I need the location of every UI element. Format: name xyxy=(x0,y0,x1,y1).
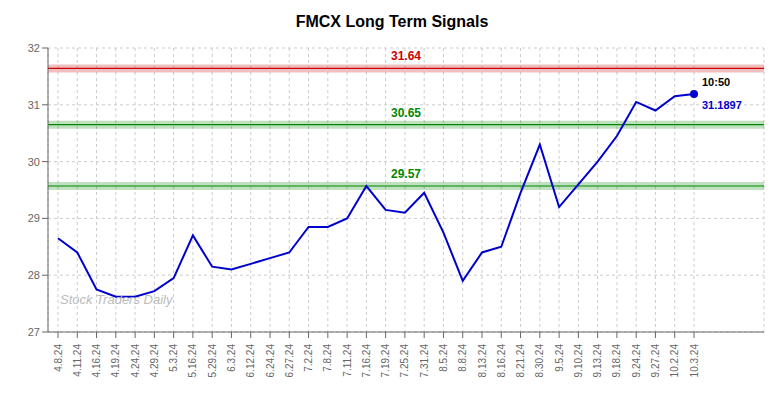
svg-text:6.24.24: 6.24.24 xyxy=(265,344,276,378)
svg-text:9.27.24: 9.27.24 xyxy=(650,344,661,378)
svg-text:4.11.24: 4.11.24 xyxy=(72,344,83,377)
svg-text:8.13.24: 8.13.24 xyxy=(477,344,488,378)
svg-text:5.3.24: 5.3.24 xyxy=(168,344,179,372)
svg-text:6.27.24: 6.27.24 xyxy=(284,344,295,378)
svg-text:7.19.24: 7.19.24 xyxy=(380,344,391,378)
svg-text:31: 31 xyxy=(28,99,40,111)
svg-text:30: 30 xyxy=(28,156,40,168)
svg-text:8.5.24: 8.5.24 xyxy=(438,344,449,372)
svg-text:7.11.24: 7.11.24 xyxy=(342,344,353,377)
svg-text:9.18.24: 9.18.24 xyxy=(611,344,622,378)
svg-text:4.24.24: 4.24.24 xyxy=(130,344,141,378)
svg-text:32: 32 xyxy=(28,42,40,54)
svg-text:30.65: 30.65 xyxy=(391,106,421,120)
html-text:Stock Traders Daily: Stock Traders Daily xyxy=(60,292,173,307)
svg-text:8.16.24: 8.16.24 xyxy=(496,344,507,378)
svg-text:31.64: 31.64 xyxy=(391,49,421,63)
svg-text:10.2.24: 10.2.24 xyxy=(669,344,680,378)
svg-text:10:50: 10:50 xyxy=(702,76,730,88)
svg-text:6.12.24: 6.12.24 xyxy=(245,344,256,378)
svg-text:4.19.24: 4.19.24 xyxy=(110,344,121,378)
svg-text:4.16.24: 4.16.24 xyxy=(91,344,102,378)
svg-text:4.8.24: 4.8.24 xyxy=(53,344,64,372)
svg-text:7.8.24: 7.8.24 xyxy=(322,344,333,372)
svg-text:9.5.24: 9.5.24 xyxy=(554,344,565,372)
svg-text:31.1897: 31.1897 xyxy=(702,99,742,111)
svg-text:8.21.24: 8.21.24 xyxy=(515,344,526,378)
svg-text:4.29.24: 4.29.24 xyxy=(149,344,160,378)
svg-text:27: 27 xyxy=(28,326,40,338)
svg-text:9.13.24: 9.13.24 xyxy=(592,344,603,378)
svg-text:5.16.24: 5.16.24 xyxy=(187,344,198,378)
svg-text:29.57: 29.57 xyxy=(391,167,421,181)
svg-text:8.30.24: 8.30.24 xyxy=(534,344,545,378)
svg-text:28: 28 xyxy=(28,269,40,281)
svg-text:10.3.24: 10.3.24 xyxy=(689,344,700,378)
html-text:FMCX Long Term Signals: FMCX Long Term Signals xyxy=(295,13,489,30)
svg-text:6.3.24: 6.3.24 xyxy=(226,344,237,372)
svg-text:5.29.24: 5.29.24 xyxy=(207,344,218,378)
svg-text:29: 29 xyxy=(28,212,40,224)
svg-text:7.31.24: 7.31.24 xyxy=(419,344,430,378)
svg-text:9.24.24: 9.24.24 xyxy=(631,344,642,378)
svg-text:7.25.24: 7.25.24 xyxy=(399,344,410,378)
svg-text:9.10.24: 9.10.24 xyxy=(573,344,584,378)
svg-text:7.16.24: 7.16.24 xyxy=(361,344,372,378)
svg-text:8.8.24: 8.8.24 xyxy=(457,344,468,372)
svg-text:7.2.24: 7.2.24 xyxy=(303,344,314,372)
